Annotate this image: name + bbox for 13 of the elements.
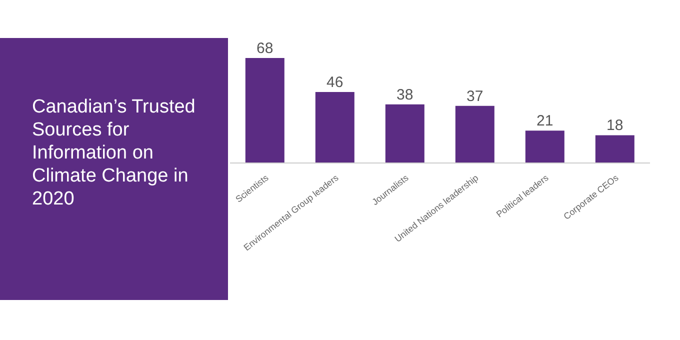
data-label: 68 xyxy=(256,40,274,57)
text: Canadian’s Trusted Sources for Information on Climate Change in 2020 xyxy=(32,96,196,210)
bar xyxy=(455,106,494,163)
data-label: 18 xyxy=(606,117,624,134)
bar xyxy=(315,92,354,163)
bar xyxy=(385,104,424,163)
data-label: 46 xyxy=(326,74,344,91)
data-label: 21 xyxy=(536,112,554,130)
data-label: 38 xyxy=(396,86,414,104)
bar xyxy=(245,58,284,163)
bar xyxy=(595,135,634,163)
data-label: 37 xyxy=(466,88,484,105)
bar xyxy=(525,130,564,163)
